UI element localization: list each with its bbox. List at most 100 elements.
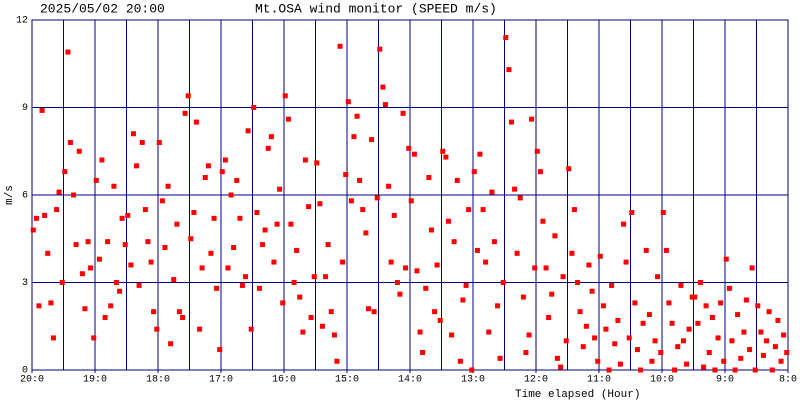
point [214, 285, 220, 291]
x-tick-label: 9:0 [716, 375, 734, 386]
point [760, 352, 766, 358]
point [191, 210, 197, 215]
point [185, 93, 191, 99]
point [626, 335, 632, 341]
point [597, 253, 603, 259]
point [443, 154, 449, 160]
point [208, 250, 214, 256]
point [122, 242, 128, 248]
point [111, 183, 117, 189]
point [411, 151, 417, 157]
point [171, 277, 177, 283]
point [130, 131, 136, 137]
point [449, 332, 455, 338]
point [45, 250, 51, 256]
point [752, 367, 758, 373]
point [643, 247, 649, 253]
point [82, 306, 88, 312]
point [666, 300, 672, 306]
point [571, 207, 577, 213]
point [403, 265, 409, 271]
point [514, 250, 520, 256]
point [262, 227, 268, 233]
point [434, 262, 440, 268]
point [423, 285, 429, 291]
point [277, 186, 283, 192]
point [712, 367, 718, 373]
x-tick-label: 18:0 [146, 375, 170, 386]
point [692, 294, 698, 300]
point [775, 317, 781, 323]
point [102, 315, 108, 320]
point [211, 215, 217, 221]
point [297, 294, 303, 300]
point [139, 140, 145, 145]
y-tick-label: 12 [16, 16, 28, 27]
point [652, 338, 658, 344]
point [79, 271, 85, 277]
point [54, 207, 60, 213]
point [343, 172, 349, 178]
point [113, 280, 119, 285]
point [363, 230, 369, 236]
point [176, 309, 182, 315]
point [526, 332, 532, 338]
point [237, 215, 243, 221]
point [156, 140, 162, 145]
point [600, 303, 606, 309]
point [749, 265, 755, 271]
point [560, 274, 566, 280]
point [348, 198, 354, 204]
point [142, 207, 148, 213]
point [42, 212, 48, 218]
point [554, 355, 560, 361]
point [440, 148, 446, 154]
chart-title: Mt.OSA wind monitor (SPEED m/s) [255, 1, 497, 16]
point [165, 183, 171, 189]
x-tick-label: 11:0 [587, 375, 611, 386]
point [388, 259, 394, 265]
point [595, 358, 601, 364]
point [148, 259, 154, 265]
point [311, 274, 317, 280]
point [534, 148, 540, 154]
point [188, 236, 194, 242]
point [331, 332, 337, 338]
point [463, 282, 469, 288]
point [460, 297, 466, 303]
point [432, 309, 438, 315]
point [743, 297, 749, 303]
point [128, 262, 134, 268]
point [56, 189, 62, 195]
point [380, 84, 386, 90]
point [471, 169, 477, 175]
point [308, 315, 314, 320]
point [586, 262, 592, 268]
point [65, 49, 71, 55]
point [747, 347, 753, 353]
point [543, 265, 549, 271]
point [340, 259, 346, 265]
point [592, 335, 598, 341]
point [732, 367, 738, 373]
point [532, 265, 538, 271]
point [337, 43, 343, 49]
point [474, 247, 480, 253]
point [517, 195, 523, 201]
point [48, 300, 54, 306]
point [371, 309, 377, 315]
point [99, 157, 105, 163]
point [520, 294, 526, 300]
point [689, 294, 695, 300]
point [695, 320, 701, 326]
point [480, 207, 486, 213]
point [282, 93, 288, 99]
y-tick-label: 6 [22, 191, 28, 202]
point [354, 113, 360, 119]
y-tick-label: 0 [22, 366, 28, 377]
point [437, 317, 443, 323]
point [291, 280, 297, 285]
point [360, 207, 366, 213]
point [91, 335, 97, 341]
point [428, 227, 434, 233]
